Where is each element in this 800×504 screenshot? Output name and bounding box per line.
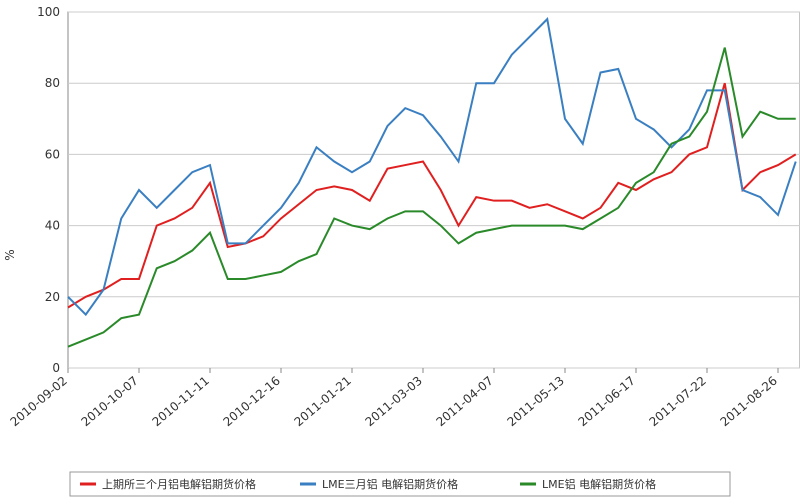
x-tick-label: 2011-03-03 [362,374,424,430]
legend-label: LME三月铝 电解铝期货价格 [322,477,458,491]
y-tick-label: 0 [52,361,60,375]
x-tick-label: 2011-01-21 [291,374,353,430]
x-tick-label: 2010-09-02 [7,374,69,430]
x-tick-label: 2011-06-17 [575,374,637,430]
x-tick-label: 2011-07-22 [646,374,708,430]
x-tick-label: 2011-08-26 [717,374,779,430]
legend-label: LME铝 电解铝期货价格 [542,477,656,491]
legend-label: 上期所三个月铝电解铝期货价格 [102,477,256,491]
x-tick-label: 2010-11-11 [149,374,211,430]
legend-box [69,471,731,497]
x-tick-label: 2011-04-07 [433,374,495,430]
series-line [67,17,797,317]
y-tick-label: 80 [45,76,60,90]
series-line [67,47,796,348]
plot-area [67,11,800,369]
x-tick-label: 2010-12-16 [220,374,282,430]
y-tick-label: 20 [45,290,60,304]
series-line [67,82,797,309]
x-tick-label: 2010-10-07 [78,374,140,430]
y-tick-label: 40 [45,219,60,233]
y-tick-label: 60 [45,147,60,161]
y-tick-label: 100 [37,5,60,19]
x-tick-label: 2011-05-13 [504,374,566,430]
y-axis-label: % [3,249,17,260]
